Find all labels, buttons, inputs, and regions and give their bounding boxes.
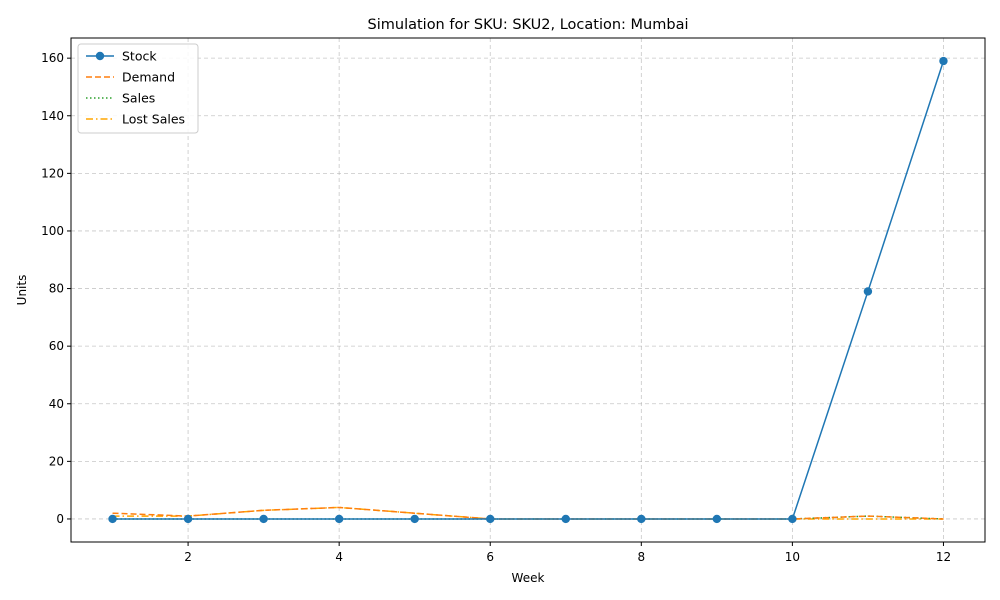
y-tick-label: 20 bbox=[49, 454, 64, 468]
data-point-stock bbox=[788, 514, 797, 524]
y-tick-label: 0 bbox=[56, 512, 64, 526]
data-point-stock bbox=[486, 514, 495, 524]
series-group bbox=[108, 56, 948, 524]
legend-label-stock: Stock bbox=[122, 49, 157, 64]
chart-title: Simulation for SKU: SKU2, Location: Mumb… bbox=[368, 17, 689, 33]
data-point-stock bbox=[939, 56, 948, 66]
y-tick-label: 100 bbox=[41, 224, 64, 238]
legend-label-demand: Demand bbox=[122, 70, 175, 85]
legend-label-sales: Sales bbox=[122, 91, 155, 106]
x-tick-label: 6 bbox=[486, 550, 494, 564]
y-tick-label: 60 bbox=[49, 339, 64, 353]
legend-marker-stock bbox=[95, 51, 105, 61]
legend-label-lost-sales: Lost Sales bbox=[122, 112, 185, 127]
y-tick-label: 160 bbox=[41, 51, 64, 65]
x-axis-label: Week bbox=[512, 571, 545, 585]
data-point-stock bbox=[259, 514, 268, 524]
y-axis-label: Units bbox=[15, 275, 29, 306]
data-point-stock bbox=[334, 514, 344, 524]
series-line-stock bbox=[112, 60, 945, 520]
legend: Stock Demand Sales Lost Sales bbox=[77, 43, 199, 134]
y-tick-label: 120 bbox=[41, 166, 64, 180]
data-point-stock bbox=[712, 514, 722, 524]
data-point-stock bbox=[183, 514, 193, 524]
data-point-stock bbox=[108, 514, 117, 524]
plot-frame bbox=[70, 37, 986, 543]
data-point-stock bbox=[410, 514, 419, 524]
y-tick-label: 40 bbox=[49, 397, 64, 411]
y-tick-label: 80 bbox=[49, 282, 64, 296]
x-tick-label: 12 bbox=[936, 550, 951, 564]
x-tick-label: 8 bbox=[637, 550, 645, 564]
y-tick-label: 140 bbox=[41, 109, 64, 123]
data-point-stock bbox=[863, 287, 873, 296]
x-tick-label: 10 bbox=[785, 550, 800, 564]
legend-box bbox=[77, 43, 199, 134]
data-point-stock bbox=[561, 514, 570, 524]
x-tick-label: 4 bbox=[335, 550, 343, 564]
x-tick-label: 2 bbox=[184, 550, 192, 564]
data-point-stock bbox=[637, 514, 646, 524]
